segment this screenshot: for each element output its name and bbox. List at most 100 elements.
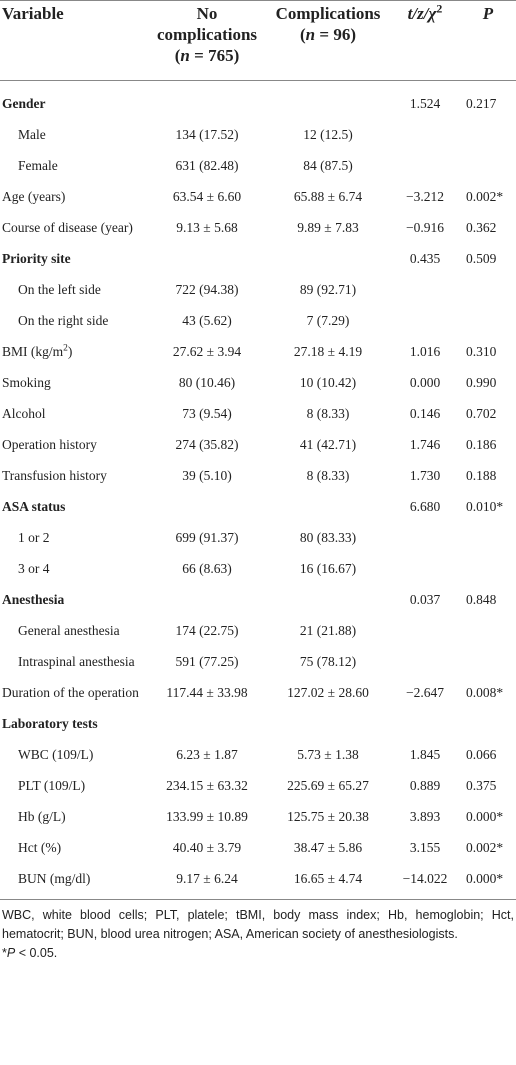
cell-text: 3 or 4	[18, 561, 50, 576]
table-cell: 0.186	[460, 428, 516, 459]
table-cell: 0.002*	[460, 831, 516, 862]
cell-text: Hct (%)	[18, 840, 62, 855]
table-cell: −2.647	[390, 676, 460, 707]
table-row: Duration of the operation 117.44 ± 33.98 1…	[0, 676, 516, 707]
cell-text: ASA status	[2, 499, 66, 514]
table-cell: 10 (10.42)	[266, 366, 390, 397]
table-cell: 0.310	[460, 335, 516, 366]
table-cell: Male	[0, 118, 148, 149]
cell-text: 63.54 ± 6.60	[172, 189, 242, 204]
table-cell: 722 (94.38)	[148, 273, 266, 304]
table-cell: 133.99 ± 10.89	[148, 800, 266, 831]
cell-text: 80 (83.33)	[299, 530, 357, 545]
cell-text: 8 (8.33)	[306, 468, 350, 483]
table-row: Hct (%) 40.40 ± 3.79 38.47 ± 5.86 3.155 0.00…	[0, 831, 516, 862]
table-cell: Priority site	[0, 242, 148, 273]
cell-text: 39 (5.10)	[182, 468, 232, 483]
cell-text: 1.524	[409, 96, 441, 111]
table-cell: 0.435	[390, 242, 460, 273]
table-cell: 0.000*	[460, 862, 516, 900]
table-cell: 0.217	[460, 81, 516, 119]
cell-text: 40.40 ± 3.79	[172, 840, 242, 855]
table-cell: On the right side	[0, 304, 148, 335]
table-row: Laboratory tests	[0, 707, 516, 738]
cell-text: 174 (22.75)	[175, 623, 239, 638]
table-cell: Female	[0, 149, 148, 180]
table-cell: 84 (87.5)	[266, 149, 390, 180]
table-cell: 0.188	[460, 459, 516, 490]
cell-text: 89 (92.71)	[299, 282, 357, 297]
cell-text: 1.016	[409, 344, 441, 359]
table-cell	[148, 707, 266, 738]
table-cell: 0.066	[460, 738, 516, 769]
cell-text: 0.186	[466, 437, 497, 452]
table-cell: 65.88 ± 6.74	[266, 180, 390, 211]
table-cell: 591 (77.25)	[148, 645, 266, 676]
footnote: WBC, white blood cells; PLT, platele; tB…	[2, 908, 514, 941]
footnotes: WBC, white blood cells; PLT, platele; tB…	[0, 900, 516, 963]
table-cell: 66 (8.63)	[148, 552, 266, 583]
table-cell: General anesthesia	[0, 614, 148, 645]
table-row: Gender 1.524 0.217	[0, 81, 516, 119]
table-cell: 80 (10.46)	[148, 366, 266, 397]
table-cell: 0.037	[390, 583, 460, 614]
cell-text: 1 or 2	[18, 530, 50, 545]
data-table: Variable No complications (n = 765) Compl…	[0, 0, 516, 900]
cell-text: On the left side	[18, 282, 101, 297]
cell-text: Transfusion history	[2, 468, 107, 483]
header-text: Variable	[2, 4, 64, 23]
cell-text: Male	[18, 127, 46, 142]
header-text: t/z/χ	[407, 4, 437, 23]
cell-text: 12 (12.5)	[303, 127, 353, 142]
header-n: (	[174, 46, 181, 65]
table-cell: 6.680	[390, 490, 460, 521]
table-cell	[390, 149, 460, 180]
table-cell: 225.69 ± 65.27	[266, 769, 390, 800]
cell-text: 134 (17.52)	[175, 127, 239, 142]
cell-text: Priority site	[2, 251, 71, 266]
table-cell: BMI (kg/m2)	[0, 335, 148, 366]
table-cell	[390, 118, 460, 149]
table-cell: 3.893	[390, 800, 460, 831]
table-cell: 1.845	[390, 738, 460, 769]
cell-text: 6.680	[409, 499, 441, 514]
cell-text: 80 (10.46)	[178, 375, 236, 390]
table-row: Operation history 274 (35.82) 41 (42.71) 1.…	[0, 428, 516, 459]
table-cell: Alcohol	[0, 397, 148, 428]
cell-text: 65.88 ± 6.74	[293, 189, 363, 204]
header-cell: Variable	[0, 1, 148, 81]
table-cell: 631 (82.48)	[148, 149, 266, 180]
cell-text: 16 (16.67)	[299, 561, 357, 576]
header-cell: No complications (n = 765)	[148, 1, 266, 81]
table-cell: 43 (5.62)	[148, 304, 266, 335]
table-cell: 0.509	[460, 242, 516, 273]
table-row: Transfusion history 39 (5.10) 8 (8.33) 1.73…	[0, 459, 516, 490]
table-cell: 16.65 ± 4.74	[266, 862, 390, 900]
cell-text: 16.65 ± 4.74	[293, 871, 363, 886]
table-cell	[266, 81, 390, 119]
table-cell: 9.89 ± 7.83	[266, 211, 390, 242]
cell-text: Intraspinal anesthesia	[18, 654, 135, 669]
table-cell: 39 (5.10)	[148, 459, 266, 490]
cell-text: 66 (8.63)	[182, 561, 232, 576]
table-row: Priority site 0.435 0.509	[0, 242, 516, 273]
table-cell: 27.18 ± 4.19	[266, 335, 390, 366]
cell-text: 0.000	[409, 375, 441, 390]
table-cell	[390, 304, 460, 335]
table-cell: 0.990	[460, 366, 516, 397]
table-cell: 0.000*	[460, 800, 516, 831]
table-cell: Laboratory tests	[0, 707, 148, 738]
table-cell: Age (years)	[0, 180, 148, 211]
cell-text: 0.002*	[466, 840, 504, 855]
cell-text: 0.217	[466, 96, 497, 111]
table-row: Female 631 (82.48) 84 (87.5)	[0, 149, 516, 180]
table-cell	[460, 149, 516, 180]
table-cell	[148, 81, 266, 119]
table-row: Course of disease (year) 9.13 ± 5.68 9.89 …	[0, 211, 516, 242]
table-cell	[460, 118, 516, 149]
table-row: 1 or 2 699 (91.37) 80 (83.33)	[0, 521, 516, 552]
table-head: Variable No complications (n = 765) Compl…	[0, 0, 516, 81]
cell-text: 1.730	[409, 468, 441, 483]
table-cell: 7 (7.29)	[266, 304, 390, 335]
footnote-part: < 0.05.	[15, 946, 58, 960]
